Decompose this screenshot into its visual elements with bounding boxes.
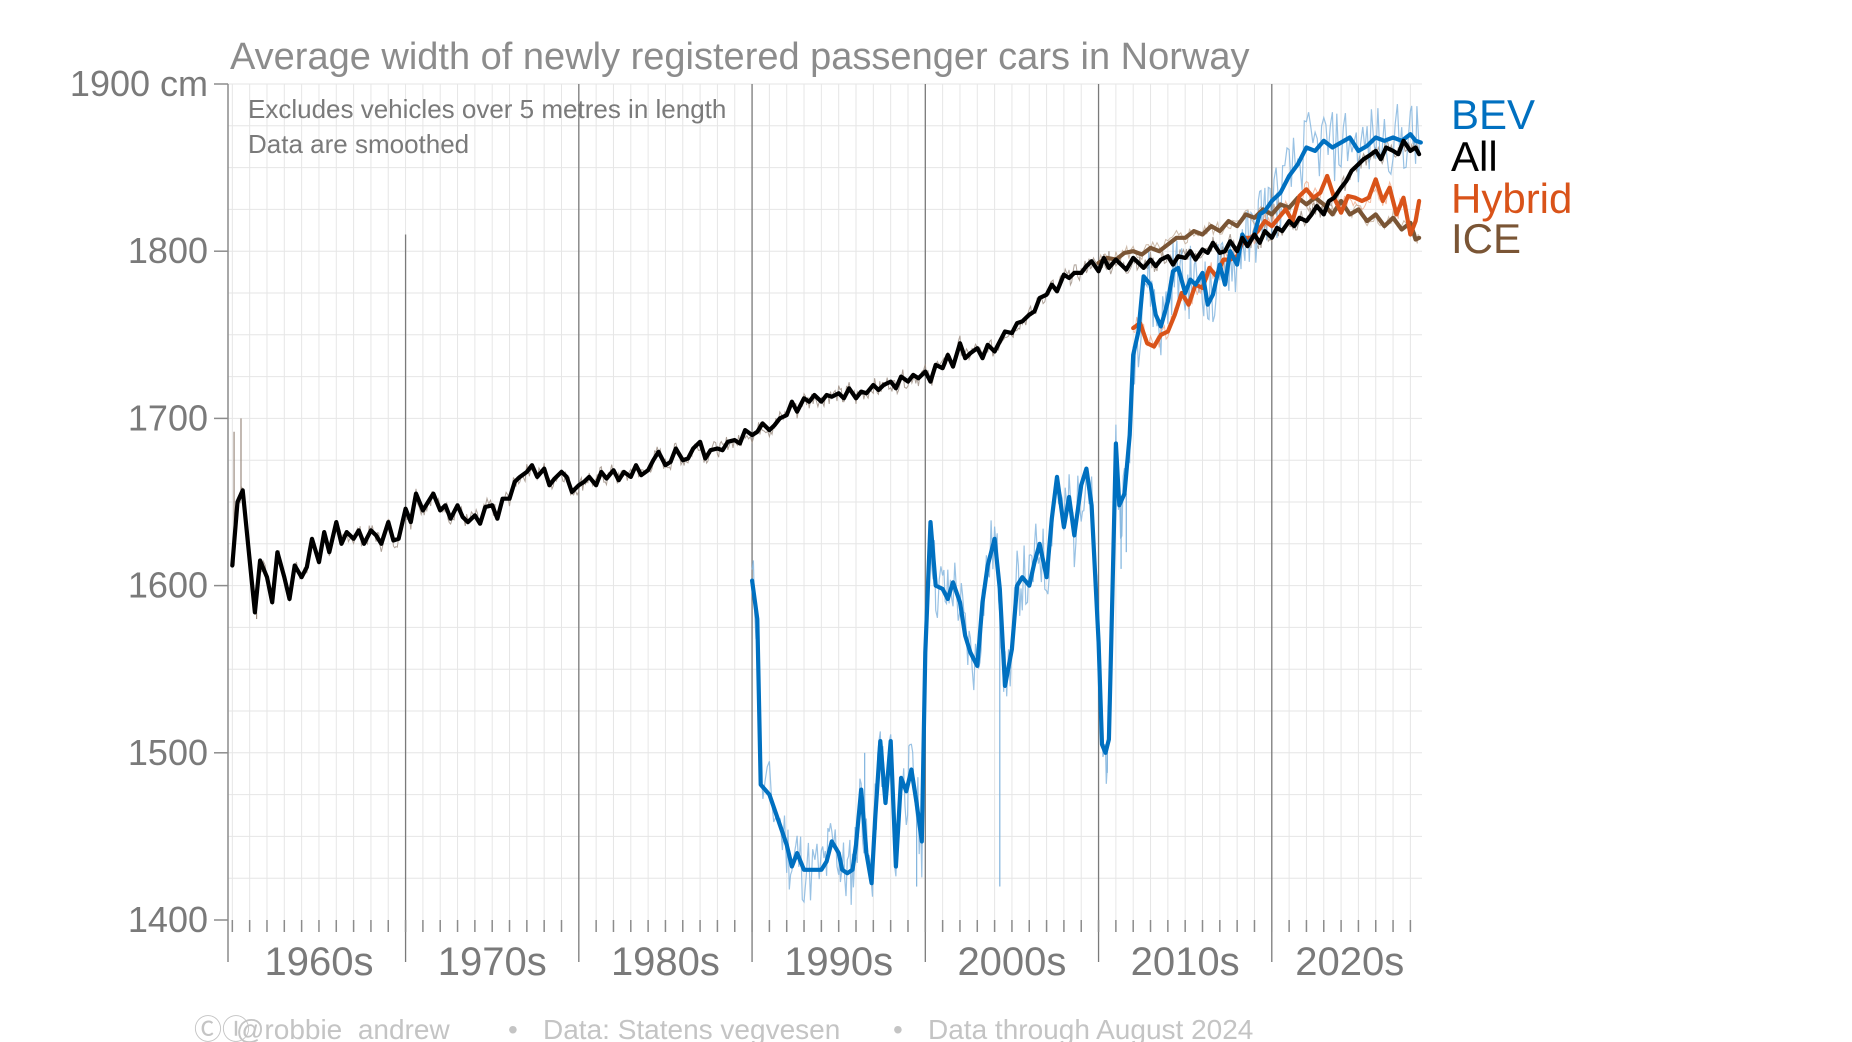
legend-entry-bev: BEV <box>1451 91 1535 138</box>
x-tick-label: 2020s <box>1295 940 1404 984</box>
creative-commons-icon: ⒸⒾ <box>194 1014 250 1042</box>
footer-source: Data: Statens vegvesen <box>543 1014 840 1042</box>
x-tick-label: 2000s <box>957 940 1066 984</box>
x-tick-labels: 1960s 1970s 1980s 1990s 2000s 2010s 2020s <box>264 940 1404 984</box>
grid <box>228 83 1422 920</box>
series-line-ice <box>1096 195 1422 265</box>
legend-entry-hybrid: Hybrid <box>1451 175 1572 222</box>
legend-entry-ice: ICE <box>1451 215 1521 262</box>
chart-title: Average width of newly registered passen… <box>230 36 1249 78</box>
y-tick-label: 1500 <box>128 732 208 773</box>
y-tick-label: 1600 <box>128 565 208 606</box>
y-tick-label: 1900 cm <box>70 63 208 104</box>
series-line-hybrid <box>1131 173 1422 349</box>
legend-entry-all: All <box>1451 133 1498 180</box>
footer-separator: • <box>893 1014 903 1042</box>
note-smoothed: Data are smoothed <box>248 129 469 159</box>
bev-raw-trace <box>751 104 1421 905</box>
series-line-bev <box>749 132 1423 886</box>
x-tick-label: 1990s <box>784 940 893 984</box>
y-tick-label: 1800 <box>128 230 208 271</box>
x-tick-label: 1980s <box>611 940 720 984</box>
footer-data-through: Data through August 2024 <box>928 1014 1253 1042</box>
axes <box>214 83 1412 962</box>
note-excludes: Excludes vehicles over 5 metres in lengt… <box>248 94 726 124</box>
decade-lines <box>404 84 1273 962</box>
y-tick-label: 1400 <box>128 899 208 940</box>
x-tick-label: 1970s <box>438 940 547 984</box>
footer-separator: • <box>508 1014 518 1042</box>
series-lines <box>230 132 1423 886</box>
all-raw-trace <box>231 139 1419 612</box>
y-tick-labels: 1900 cm 1800 1700 1600 1500 1400 <box>70 63 208 940</box>
footer-author[interactable]: @robbie_andrew <box>236 1014 450 1042</box>
y-tick-label: 1700 <box>128 397 208 438</box>
footer: ⒸⒾ @robbie_andrew • Data: Statens vegves… <box>194 1014 1253 1042</box>
x-tick-label: 1960s <box>264 940 373 984</box>
x-tick-label: 2010s <box>1131 940 1240 984</box>
raw-data-traces <box>231 104 1421 905</box>
series-line-all <box>230 138 1422 615</box>
